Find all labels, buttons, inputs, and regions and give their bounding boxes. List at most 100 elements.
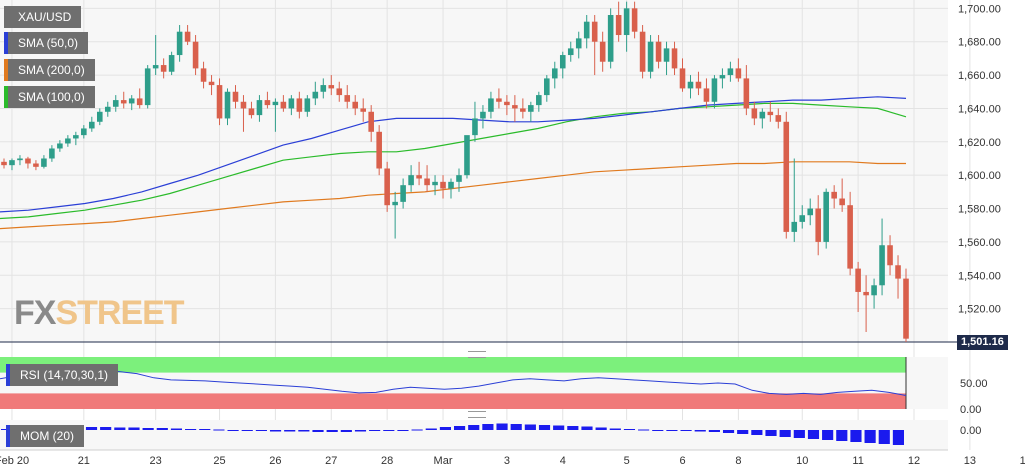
- legend-sma-200[interactable]: SMA (200,0): [4, 59, 95, 81]
- candle-down: [839, 198, 845, 206]
- candle-down: [615, 15, 622, 36]
- candle-up: [81, 128, 87, 136]
- legend-swatch: [4, 59, 8, 81]
- price-y-tick-label: 1,600.00: [958, 170, 1001, 182]
- candle-up: [144, 68, 151, 106]
- candle-down: [360, 108, 367, 112]
- candle-up: [168, 55, 175, 72]
- mom-bar: [793, 430, 805, 438]
- mom-panel-resize-handle[interactable]: [468, 411, 486, 418]
- candle-down: [591, 21, 598, 42]
- mom-y-tick-label: 0.00: [960, 425, 981, 437]
- x-tick-label: 28: [381, 455, 393, 467]
- mom-bar: [524, 424, 536, 430]
- candle-down: [631, 8, 638, 32]
- rsi-line: [0, 369, 907, 396]
- candle-up: [687, 81, 694, 89]
- mom-bar: [694, 430, 706, 432]
- candle-up: [96, 111, 103, 122]
- candle-up: [224, 91, 231, 119]
- mom-bar: [482, 424, 494, 430]
- candle-down: [264, 100, 271, 106]
- mom-bar: [765, 430, 777, 436]
- candle-down: [520, 108, 526, 112]
- candle-up: [9, 160, 15, 166]
- candle-down: [384, 168, 390, 206]
- legend-swatch: [4, 32, 8, 54]
- candle-up: [879, 245, 885, 286]
- rsi-path: [0, 369, 907, 396]
- mom-bar: [595, 427, 607, 430]
- rsi-legend[interactable]: RSI (14,70,30,1): [6, 364, 119, 386]
- mom-bar: [255, 430, 267, 431]
- candle-up: [41, 158, 47, 167]
- mom-bar: [680, 430, 692, 431]
- candle-up: [17, 158, 23, 161]
- mom-bar: [850, 430, 862, 442]
- legend-swatch: [4, 6, 8, 28]
- candle-down: [743, 78, 750, 109]
- candle-up: [623, 8, 630, 36]
- mom-bar: [652, 430, 664, 431]
- candle-up: [583, 21, 590, 39]
- candle-up: [400, 185, 406, 202]
- price-y-tick-label: 1,660.00: [958, 70, 1001, 82]
- candle-up: [464, 135, 470, 176]
- x-tick-label: 3: [504, 455, 510, 467]
- candle-up: [312, 91, 319, 99]
- candle-down: [184, 31, 191, 42]
- candle-down: [767, 111, 774, 116]
- mom-bar: [609, 428, 621, 430]
- sma50-path: [0, 96, 907, 213]
- legend-swatch: [4, 86, 8, 108]
- mom-bar: [807, 430, 820, 439]
- candle-up: [448, 181, 454, 189]
- candle-down: [208, 81, 215, 86]
- mom-bar: [638, 429, 650, 431]
- mom-bar: [439, 427, 451, 430]
- x-tick-label: 8: [735, 455, 741, 467]
- candle-up: [807, 208, 814, 216]
- mom-bar: [878, 430, 890, 444]
- mom-bar: [538, 425, 551, 430]
- candle-down: [775, 115, 782, 122]
- candle-down: [376, 131, 382, 169]
- mom-bar: [411, 429, 423, 431]
- x-tick-label: 21: [78, 455, 90, 467]
- candle-down: [831, 191, 837, 199]
- x-tick-label: 11: [852, 455, 863, 467]
- mom-bar: [425, 428, 437, 430]
- candle-down: [639, 31, 646, 72]
- mom-bar: [581, 426, 593, 430]
- candle-down: [232, 91, 239, 102]
- mom-bar: [751, 430, 763, 435]
- mom-bar: [298, 430, 310, 432]
- mom-bar: [284, 430, 296, 432]
- mom-bar: [836, 430, 848, 441]
- mom-bar: [510, 424, 522, 430]
- mom-bar: [623, 429, 636, 430]
- legend-symbol[interactable]: XAU/USD: [4, 6, 82, 28]
- x-tick-label: 25: [213, 455, 225, 467]
- candle-up: [176, 31, 183, 56]
- mom-legend[interactable]: MOM (20): [6, 425, 84, 447]
- mom-panel-bg: [0, 420, 948, 450]
- candle-down: [815, 208, 821, 242]
- x-tick-label: 13: [964, 455, 976, 467]
- candle-up: [256, 100, 263, 116]
- rsi-panel-resize-handle[interactable]: [468, 351, 486, 358]
- mom-bar: [737, 430, 749, 434]
- legend-sma-100[interactable]: SMA (100,0): [4, 86, 95, 108]
- price-y-axis: 1,520.00 1,540.00 1,560.00 1,580.00 1,600.00…: [958, 3, 1001, 315]
- candle-up: [432, 181, 438, 186]
- sma-50-line: [0, 96, 907, 213]
- candle-up: [711, 78, 718, 102]
- legend-swatch: [6, 425, 10, 447]
- candle-down: [887, 245, 893, 266]
- candle-up: [456, 175, 462, 182]
- legend-sma-50[interactable]: SMA (50,0): [4, 32, 89, 54]
- candle-up: [551, 68, 558, 79]
- x-tick-label: 26: [269, 455, 281, 467]
- candle-down: [1, 161, 7, 166]
